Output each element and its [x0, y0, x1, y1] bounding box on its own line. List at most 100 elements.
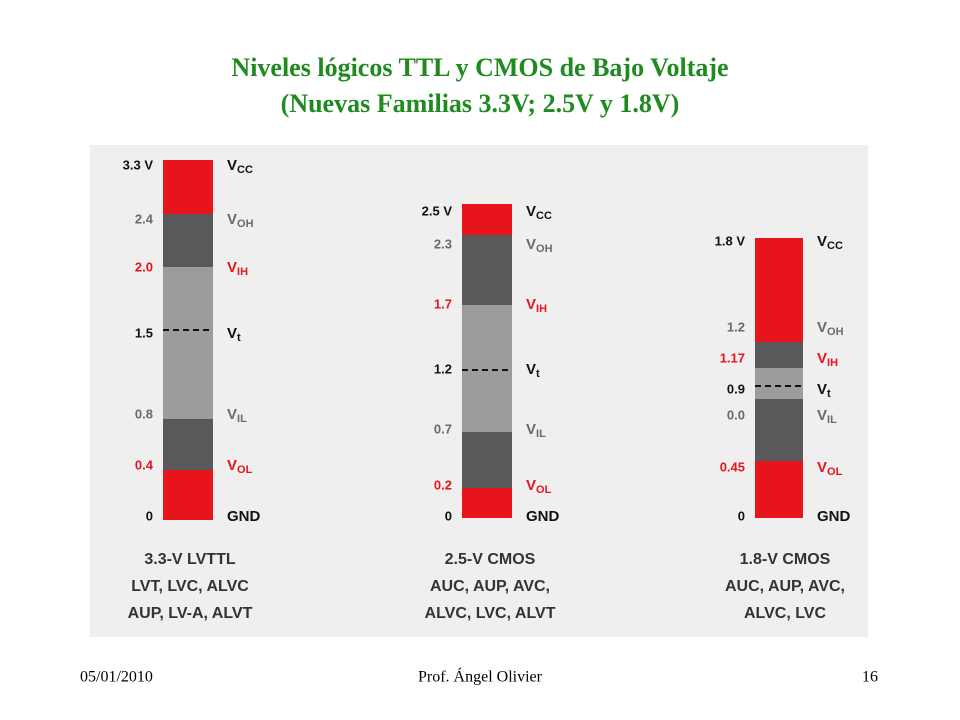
level-name: VIH: [227, 259, 248, 278]
level-name-sub: OH: [237, 218, 254, 230]
level-value: 0.0: [727, 407, 745, 422]
column-caption: 1.8-V CMOS: [740, 551, 831, 568]
level-name-sub: CC: [237, 164, 253, 176]
column-caption: AUP, LV-A, ALVT: [128, 605, 253, 622]
level-name-sub: OH: [827, 326, 844, 338]
level-name-main: V: [817, 233, 827, 250]
level-name: Vt: [817, 381, 831, 400]
footer-page: 16: [862, 669, 878, 686]
column-caption: 2.5-V CMOS: [445, 551, 536, 568]
level-name: VIH: [526, 296, 547, 315]
bar-segment: [755, 342, 803, 368]
level-name-main: GND: [526, 508, 560, 525]
level-name-main: V: [227, 259, 237, 276]
level-name: VIL: [817, 407, 837, 426]
level-value: 0.7: [434, 421, 452, 436]
bar-segment: [462, 305, 512, 432]
level-name-main: V: [526, 236, 536, 253]
title-line: (Nuevas Familias 3.3V; 2.5V y 1.8V): [281, 89, 680, 118]
level-value: 1.17: [720, 350, 745, 365]
level-name-main: V: [526, 296, 536, 313]
level-name-main: V: [526, 477, 536, 494]
level-name-main: V: [526, 203, 536, 220]
level-name-sub: IL: [536, 428, 546, 440]
footer-author: Prof. Ángel Olivier: [418, 667, 543, 686]
level-name: GND: [817, 508, 851, 525]
level-name-sub: IL: [237, 413, 247, 425]
level-name-main: V: [817, 407, 827, 424]
level-value: 2.3: [434, 236, 452, 251]
bar-segment: [163, 267, 213, 419]
bar-segment: [755, 238, 803, 342]
level-name: VOH: [817, 319, 844, 338]
bar-segment: [462, 235, 512, 305]
bar-segment: [755, 399, 803, 461]
level-name-main: GND: [227, 508, 261, 525]
level-name-sub: CC: [536, 210, 552, 222]
level-name-sub: OL: [237, 464, 253, 476]
level-name-main: V: [526, 361, 536, 378]
level-value: 1.2: [434, 361, 452, 376]
bar-segment: [462, 204, 512, 235]
level-name-main: V: [227, 406, 237, 423]
bar-segment: [163, 214, 213, 267]
level-value: 3.3 V: [123, 157, 154, 172]
level-value: 1.8 V: [715, 233, 746, 248]
level-name-main: GND: [817, 508, 851, 525]
level-value: 2.4: [135, 211, 154, 226]
level-name-sub: OL: [536, 484, 552, 496]
level-name-main: V: [817, 319, 827, 336]
column-caption: AUC, AUP, AVC,: [430, 578, 550, 595]
level-name-sub: t: [536, 368, 540, 380]
level-value: 2.0: [135, 259, 153, 274]
footer-date: 05/01/2010: [80, 669, 153, 686]
level-name: Vt: [227, 325, 241, 344]
level-value: 1.5: [135, 325, 153, 340]
bar-segment: [755, 461, 803, 518]
level-name: Vt: [526, 361, 540, 380]
level-name-sub: IH: [237, 266, 248, 278]
level-name-main: V: [227, 211, 237, 228]
bar-segment: [462, 432, 512, 488]
level-value: 0: [738, 508, 745, 523]
level-name: VOH: [227, 211, 254, 230]
level-value: 0.2: [434, 477, 452, 492]
level-name-sub: t: [237, 332, 241, 344]
bar-segment: [755, 368, 803, 399]
title-line: Niveles lógicos TTL y CMOS de Bajo Volta…: [231, 53, 728, 82]
level-name: VOL: [227, 457, 253, 476]
level-name-sub: IH: [536, 303, 547, 315]
column-caption: ALVC, LVC: [744, 605, 827, 622]
level-name-main: V: [817, 350, 827, 367]
level-value: 2.5 V: [422, 203, 453, 218]
level-name-main: V: [817, 381, 827, 398]
level-name-sub: IH: [827, 357, 838, 369]
level-value: 1.2: [727, 319, 745, 334]
level-name: VCC: [817, 233, 843, 252]
column-caption: LVT, LVC, ALVC: [131, 578, 249, 595]
column-caption: 3.3-V LVTTL: [144, 551, 235, 568]
level-value: 0.9: [727, 381, 745, 396]
bar-segment: [462, 488, 512, 518]
level-name: VOL: [817, 459, 843, 478]
level-name-main: V: [227, 157, 237, 174]
level-value: 0.4: [135, 457, 154, 472]
level-name: VIH: [817, 350, 838, 369]
column-caption: AUC, AUP, AVC,: [725, 578, 845, 595]
level-name-main: V: [227, 457, 237, 474]
level-name-main: V: [227, 325, 237, 342]
level-name-sub: t: [827, 388, 831, 400]
level-value: 0: [146, 508, 153, 523]
level-name: VIL: [227, 406, 247, 425]
level-name: VOL: [526, 477, 552, 496]
level-name: GND: [526, 508, 560, 525]
level-value: 0: [445, 508, 452, 523]
level-name-sub: IL: [827, 414, 837, 426]
column-caption: ALVC, LVC, ALVT: [425, 605, 556, 622]
level-value: 0.8: [135, 406, 153, 421]
level-value: 1.7: [434, 296, 452, 311]
level-name-sub: OL: [827, 466, 843, 478]
level-name-sub: OH: [536, 243, 553, 255]
level-name: VCC: [227, 157, 253, 176]
